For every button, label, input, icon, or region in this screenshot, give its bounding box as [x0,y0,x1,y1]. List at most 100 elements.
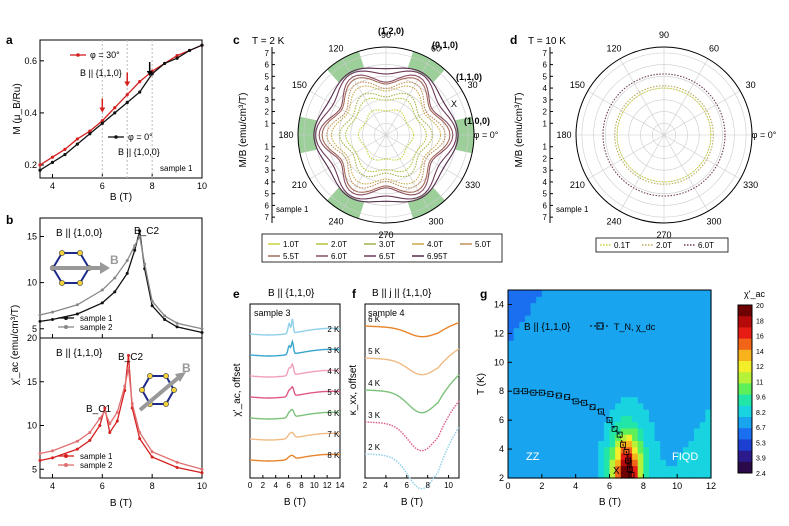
panel-g-heat-cell [637,446,644,454]
panel-g-heat-cell [530,358,537,366]
panel-g-heat-cell [564,409,571,416]
panel-g-heat-cell [592,352,599,360]
panel-g-heat-cell [699,390,706,398]
panel-g-heat-cell [671,465,678,473]
panel-g-heat-cell [632,321,639,329]
panel-g-heat-cell [648,327,656,335]
panel-g-heat-cell [609,471,616,479]
panel-g-heat-cell [699,371,706,379]
panel-g-heat-cell [603,315,611,322]
panel-g-heat-cell [705,302,712,310]
panel-g-heat-cell [547,440,554,448]
panel-g-heat-cell [677,346,684,354]
panel-c-radial-tick-label: 3 [265,96,270,105]
panel-g-heat-cell [648,365,656,373]
svg-text:B: B [182,361,191,375]
panel-g-boundary-marker [598,408,604,415]
panel-b-legend-marker [64,316,68,320]
panel-e-xtick-label: 4 [273,481,278,490]
panel-d-angle-label: 300 [706,217,721,227]
panel-g-heat-cell [570,327,577,335]
panel-g-heat-cell [541,459,549,467]
panel-g-heat-cell [648,384,656,391]
panel-g-heat-cell [671,327,678,335]
panel-g-title: B || {1,1,0} [524,322,571,333]
panel-b-bottom-point [50,456,54,460]
panel-g-heat-cell [536,402,543,410]
panel-g-heat-cell [682,340,690,347]
panel-g-heat-cell [637,421,644,429]
panel-g-heat-cell [665,440,673,448]
panel-g-heat-cell [677,427,684,435]
panel-g-heat-cell [530,402,537,410]
panel-g-heat-cell [570,340,577,347]
panel-c-dir-010: (0,1,0) [432,40,458,50]
panel-g-heat-cell [592,459,599,467]
panel-g-heat-cell [665,333,673,341]
panel-b-series [38,229,204,475]
panel-g-heat-cell [660,308,667,316]
panel-g-heat-cell [558,346,565,354]
panel-b-legend-label: sample 1 [80,452,113,461]
panel-g-heat-cell [705,421,712,429]
panel-d-polar: 90 60 30 φ = 0° 330 300 270 240 210 180 150 120 1 1 2 2… [543,30,777,240]
panel-g-heat-cell [643,421,650,429]
panel-g-heat-cell [536,427,543,435]
panel-g-heat-cell [705,327,712,335]
panel-g-heat-cell [620,415,628,423]
panel-g-heat-cell [665,358,673,366]
panel-g-heat-cell [632,471,639,479]
panel-g-heat-cell [524,346,532,354]
panel-g-heat-cell [705,365,712,373]
panel-d-radial-tick-label: 4 [543,84,548,93]
panel-d-title: T = 10 K [528,36,566,47]
panel-g-heat-cell [688,459,695,467]
panel-g-heat-cell [637,327,644,335]
panel-g-heat-cell [553,296,560,304]
panel-g-heat-cell [660,465,667,473]
panel-c-marker-x: X [451,99,457,109]
panel-g-heat-cell [609,308,616,316]
panel-g-heat-cell [530,296,537,304]
panel-g-heat-cell [615,459,622,467]
panel-g-heat-cell [677,340,684,347]
panel-g-heat-cell [705,396,712,404]
panel-a-letter: a [6,33,13,47]
panel-g-heat-cell [632,365,639,373]
panel-g-heat-cell [671,358,678,366]
panel-g-heat-cell [530,471,537,479]
panel-d-angle-label: 210 [570,180,585,190]
panel-g-heat-cell [682,471,690,479]
panel-g-heat-cell [524,377,532,385]
panel-g-heat-cell [530,315,537,322]
panel-g-heat-cell [694,459,701,467]
panel-g-heat-cell [570,471,577,479]
panel-g-heat-cell [598,296,605,304]
panel-g-heat-cell [508,427,515,435]
panel-g-heat-cell [513,321,520,329]
panel-b-bottom-point [115,419,119,423]
panel-g-heat-cell [643,358,650,366]
panel-a-plot-frame [39,39,203,179]
panel-g-heat-cell [694,471,701,479]
panel-g-heat-cell [643,427,650,435]
panel-g-heat-cell [677,358,684,366]
panel-g-heat-cell [665,371,673,379]
panel-a-arrows [99,62,153,113]
panel-g-heat-cell [688,327,695,335]
panel-b-legend-marker [64,463,68,467]
panel-g-heat-cell [524,340,532,347]
panel-g-heat-cell [530,384,537,391]
panel-g-heat-cell [705,427,712,435]
panel-g-heat-cell [694,358,701,366]
panel-g-heat-cell [654,377,661,385]
panel-g-heat-cell [541,296,549,304]
panel-g-heat-cell [632,396,639,404]
panel-g-heat-cell [671,302,678,310]
panel-g-heat-cell [654,396,661,404]
panel-g-heat-cell [530,371,537,379]
panel-g-heat-cell [705,434,712,441]
panel-g-heat-cell [632,358,639,366]
panel-g-heat-cell [547,452,554,460]
panel-a-point [175,56,179,60]
